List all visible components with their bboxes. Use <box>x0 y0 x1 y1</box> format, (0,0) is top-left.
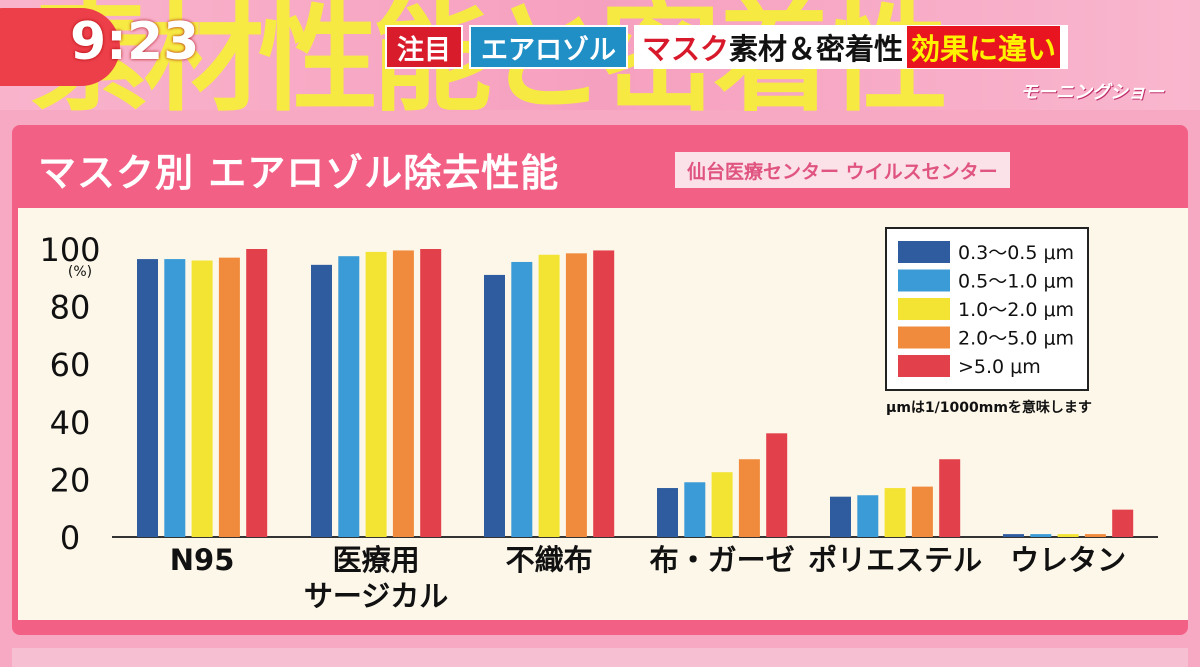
bar <box>711 472 733 537</box>
bar <box>420 249 442 537</box>
category-label: 医療用 <box>333 543 420 577</box>
y-tick-label: 20 <box>50 461 91 499</box>
headline-text: マスク 素材＆密着性 効果に違い <box>634 25 1069 69</box>
bar <box>830 496 851 537</box>
legend-swatch <box>898 269 950 292</box>
legend-swatch <box>898 241 950 263</box>
category-label: ポリエステル <box>808 543 982 577</box>
bar <box>511 261 533 537</box>
bar <box>684 482 706 537</box>
y-tick-label: 100 <box>39 231 100 269</box>
bar <box>246 249 268 537</box>
unit-note: μmは1/1000mmを意味します <box>886 399 1092 416</box>
bottom-strip <box>12 648 1188 667</box>
bar <box>392 250 414 537</box>
headline-tag-attention: 注目 <box>385 25 463 69</box>
headline-part-red: マスク <box>642 32 730 66</box>
bar <box>738 459 760 537</box>
bar <box>311 264 332 537</box>
category-label: ウレタン <box>1010 543 1126 577</box>
bar <box>338 256 360 537</box>
legend-label: 0.3〜0.5 μm <box>958 242 1074 264</box>
chart-source: 仙台医療センター ウイルスセンター <box>675 152 1010 188</box>
bar <box>857 495 879 537</box>
y-tick-label: 0 <box>60 519 80 557</box>
clock-badge <box>0 8 120 86</box>
legend-swatch <box>898 298 950 320</box>
bar <box>1057 534 1079 537</box>
program-logo: モーニングショー <box>1020 82 1164 103</box>
y-axis-unit: (%) <box>68 264 92 280</box>
bar <box>538 254 560 537</box>
headline-tag-topic: エアロゾル <box>469 25 628 69</box>
category-label: 布・ガーゼ <box>650 543 795 577</box>
category-label: サージカル <box>304 579 448 613</box>
bar <box>766 433 788 537</box>
bar <box>191 260 213 537</box>
headline-part-black: 素材＆密着性 <box>729 32 904 66</box>
bar <box>884 488 906 537</box>
y-tick-label: 40 <box>50 404 91 442</box>
bar <box>939 459 961 537</box>
category-label: 不織布 <box>506 543 593 577</box>
y-tick-label: 60 <box>50 346 91 384</box>
legend-swatch <box>898 355 950 377</box>
legend-swatch <box>898 326 950 349</box>
bar <box>484 274 505 537</box>
bar <box>565 253 587 537</box>
bar <box>365 251 387 537</box>
bar <box>164 259 186 537</box>
legend-label: >5.0 μm <box>958 356 1041 378</box>
clock-time: 9:23 <box>70 12 200 72</box>
y-tick-label: 80 <box>50 289 91 327</box>
legend-label: 1.0〜2.0 μm <box>958 299 1074 321</box>
bar <box>1084 534 1106 537</box>
headline-part-highlight: 効果に違い <box>907 26 1061 68</box>
bar <box>911 486 933 537</box>
bar <box>1112 509 1134 537</box>
chart-title: マスク別 エアロゾル除去性能 <box>38 151 560 195</box>
bar <box>137 259 158 537</box>
headline-bar: 注目 エアロゾル マスク 素材＆密着性 効果に違い <box>385 23 1069 71</box>
bar <box>1003 534 1024 537</box>
legend-label: 0.5〜1.0 μm <box>958 271 1074 293</box>
category-label: N95 <box>170 543 235 577</box>
bar <box>657 488 678 537</box>
legend-label: 2.0〜5.0 μm <box>958 328 1074 350</box>
bar <box>593 250 615 537</box>
bar <box>1030 534 1052 537</box>
bar <box>218 257 240 537</box>
